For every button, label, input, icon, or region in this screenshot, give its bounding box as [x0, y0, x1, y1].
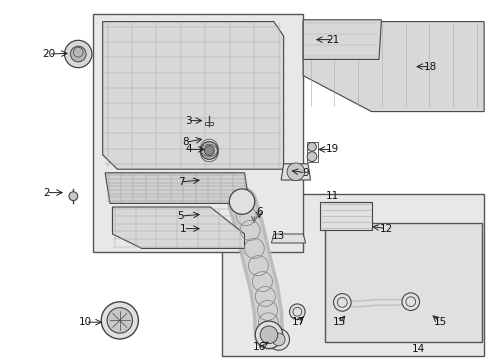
- Circle shape: [260, 326, 277, 343]
- Text: 21: 21: [325, 35, 339, 45]
- Text: 6: 6: [255, 207, 262, 217]
- Polygon shape: [303, 20, 381, 59]
- Circle shape: [272, 333, 285, 346]
- Circle shape: [70, 46, 86, 62]
- Circle shape: [333, 294, 350, 311]
- Text: 3: 3: [184, 116, 191, 126]
- Bar: [205, 122, 213, 125]
- Polygon shape: [281, 164, 310, 180]
- Text: 1: 1: [180, 224, 186, 234]
- Circle shape: [229, 189, 254, 214]
- Text: 20: 20: [42, 49, 55, 59]
- Bar: [93, 14, 303, 252]
- Polygon shape: [102, 22, 283, 169]
- Text: 18: 18: [423, 62, 436, 72]
- Circle shape: [204, 145, 214, 156]
- Circle shape: [307, 143, 316, 151]
- Circle shape: [69, 192, 78, 201]
- Text: 2: 2: [43, 188, 50, 198]
- Polygon shape: [303, 22, 483, 112]
- Circle shape: [267, 329, 289, 350]
- Polygon shape: [105, 173, 249, 203]
- Text: 17: 17: [291, 317, 305, 327]
- Text: 5: 5: [177, 211, 184, 221]
- Text: 7: 7: [177, 177, 184, 187]
- Text: 10: 10: [79, 317, 92, 327]
- Circle shape: [306, 152, 316, 162]
- Text: 15: 15: [332, 317, 346, 327]
- Polygon shape: [112, 207, 244, 248]
- Circle shape: [101, 302, 138, 339]
- Circle shape: [107, 308, 132, 333]
- Bar: [306, 142, 317, 162]
- Circle shape: [286, 163, 304, 180]
- Circle shape: [64, 40, 92, 68]
- Text: 13: 13: [271, 231, 285, 241]
- Text: 15: 15: [432, 317, 446, 327]
- Circle shape: [289, 304, 305, 320]
- Text: 14: 14: [410, 344, 424, 354]
- Text: 4: 4: [184, 144, 191, 154]
- Circle shape: [200, 142, 218, 159]
- Text: 8: 8: [182, 137, 189, 147]
- Text: 19: 19: [325, 144, 339, 154]
- Text: 16: 16: [252, 342, 265, 352]
- Polygon shape: [320, 202, 371, 230]
- Bar: [222, 194, 483, 356]
- Text: 9: 9: [302, 168, 308, 178]
- Bar: [325, 223, 481, 342]
- Text: 11: 11: [325, 191, 339, 201]
- Circle shape: [255, 321, 282, 348]
- Polygon shape: [271, 234, 305, 243]
- Circle shape: [401, 293, 419, 310]
- Text: 12: 12: [379, 224, 392, 234]
